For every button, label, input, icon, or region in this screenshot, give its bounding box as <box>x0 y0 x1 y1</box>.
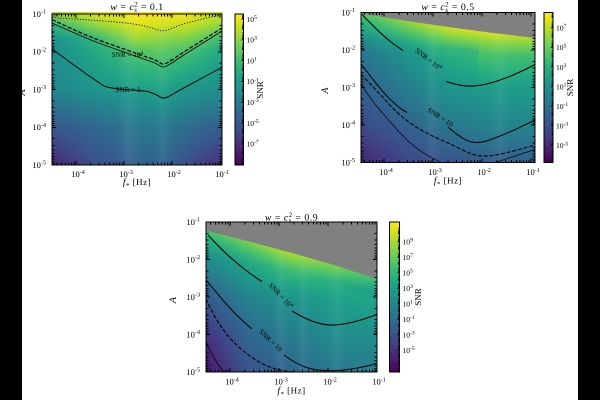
svg-text:105: 105 <box>247 15 258 24</box>
svg-text:10-3: 10-3 <box>119 169 133 179</box>
svg-text:103: 103 <box>247 36 258 45</box>
svg-text:f* [Hz]: f* [Hz] <box>277 386 305 398</box>
svg-text:10-3: 10-3 <box>32 84 46 94</box>
svg-text:SNR: SNR <box>255 81 265 99</box>
svg-text:103: 103 <box>403 284 414 293</box>
svg-text:w = c2s = 0.5: w = c2 s = 0.5 <box>421 2 474 15</box>
svg-text:10-1: 10-1 <box>526 167 540 177</box>
svg-text:10-4: 10-4 <box>379 167 393 177</box>
svg-text:w = c2s = 0.1: w = c2 s = 0.1 <box>110 2 163 15</box>
svg-text:10-2: 10-2 <box>186 254 200 264</box>
svg-text:10-4: 10-4 <box>71 169 85 179</box>
svg-text:10-2: 10-2 <box>32 46 46 56</box>
svg-text:A: A <box>168 296 179 304</box>
svg-text:10-1: 10-1 <box>556 102 568 111</box>
svg-text:10-5: 10-5 <box>247 119 259 128</box>
svg-text:10-5: 10-5 <box>186 367 200 377</box>
svg-text:107: 107 <box>556 24 567 33</box>
svg-text:10-4: 10-4 <box>32 122 46 132</box>
svg-text:10-3: 10-3 <box>186 292 200 302</box>
svg-text:101: 101 <box>403 300 414 309</box>
svg-text:10-1: 10-1 <box>186 217 200 227</box>
svg-text:109: 109 <box>403 238 414 247</box>
svg-text:10-5: 10-5 <box>403 346 415 355</box>
svg-text:f* [Hz]: f* [Hz] <box>434 176 462 188</box>
svg-text:10-1: 10-1 <box>32 9 46 19</box>
svg-text:10-4: 10-4 <box>186 329 200 339</box>
svg-text:SNR = 1: SNR = 1 <box>115 86 141 94</box>
svg-text:10-1: 10-1 <box>341 7 355 17</box>
svg-text:105: 105 <box>403 269 414 278</box>
svg-text:105: 105 <box>556 43 567 52</box>
svg-text:101: 101 <box>247 56 258 65</box>
svg-text:10-3: 10-3 <box>247 98 259 107</box>
svg-text:10-2: 10-2 <box>323 376 337 386</box>
svg-text:A: A <box>17 89 28 97</box>
svg-text:10-1: 10-1 <box>247 77 259 86</box>
svg-text:10-3: 10-3 <box>341 82 355 92</box>
svg-text:w = c2s = 0.9: w = c2 s = 0.9 <box>265 212 318 225</box>
svg-text:103: 103 <box>556 63 567 72</box>
svg-text:f* [Hz]: f* [Hz] <box>123 177 151 189</box>
svg-text:10-1: 10-1 <box>215 169 229 179</box>
svg-text:10-3: 10-3 <box>556 122 568 131</box>
svg-text:10-3: 10-3 <box>274 376 288 386</box>
svg-text:10-1: 10-1 <box>403 315 415 324</box>
svg-text:107: 107 <box>403 253 414 262</box>
svg-text:10-2: 10-2 <box>341 45 355 55</box>
svg-text:10-7: 10-7 <box>247 140 259 149</box>
svg-text:101: 101 <box>556 82 567 91</box>
svg-text:10-2: 10-2 <box>477 167 491 177</box>
svg-text:SNR: SNR <box>413 288 423 306</box>
svg-text:10-3: 10-3 <box>428 167 442 177</box>
svg-text:10-5: 10-5 <box>341 157 355 167</box>
svg-text:10-5: 10-5 <box>556 141 568 150</box>
svg-text:10-5: 10-5 <box>32 160 46 170</box>
svg-text:10-2: 10-2 <box>167 169 181 179</box>
svg-text:10-3: 10-3 <box>403 331 415 340</box>
svg-text:10-4: 10-4 <box>341 120 355 130</box>
svg-text:SNR = 104: SNR = 104 <box>112 51 144 59</box>
svg-text:A: A <box>320 87 331 95</box>
svg-text:10-1: 10-1 <box>372 376 386 386</box>
svg-text:10-4: 10-4 <box>225 376 239 386</box>
svg-text:SNR: SNR <box>565 79 575 97</box>
